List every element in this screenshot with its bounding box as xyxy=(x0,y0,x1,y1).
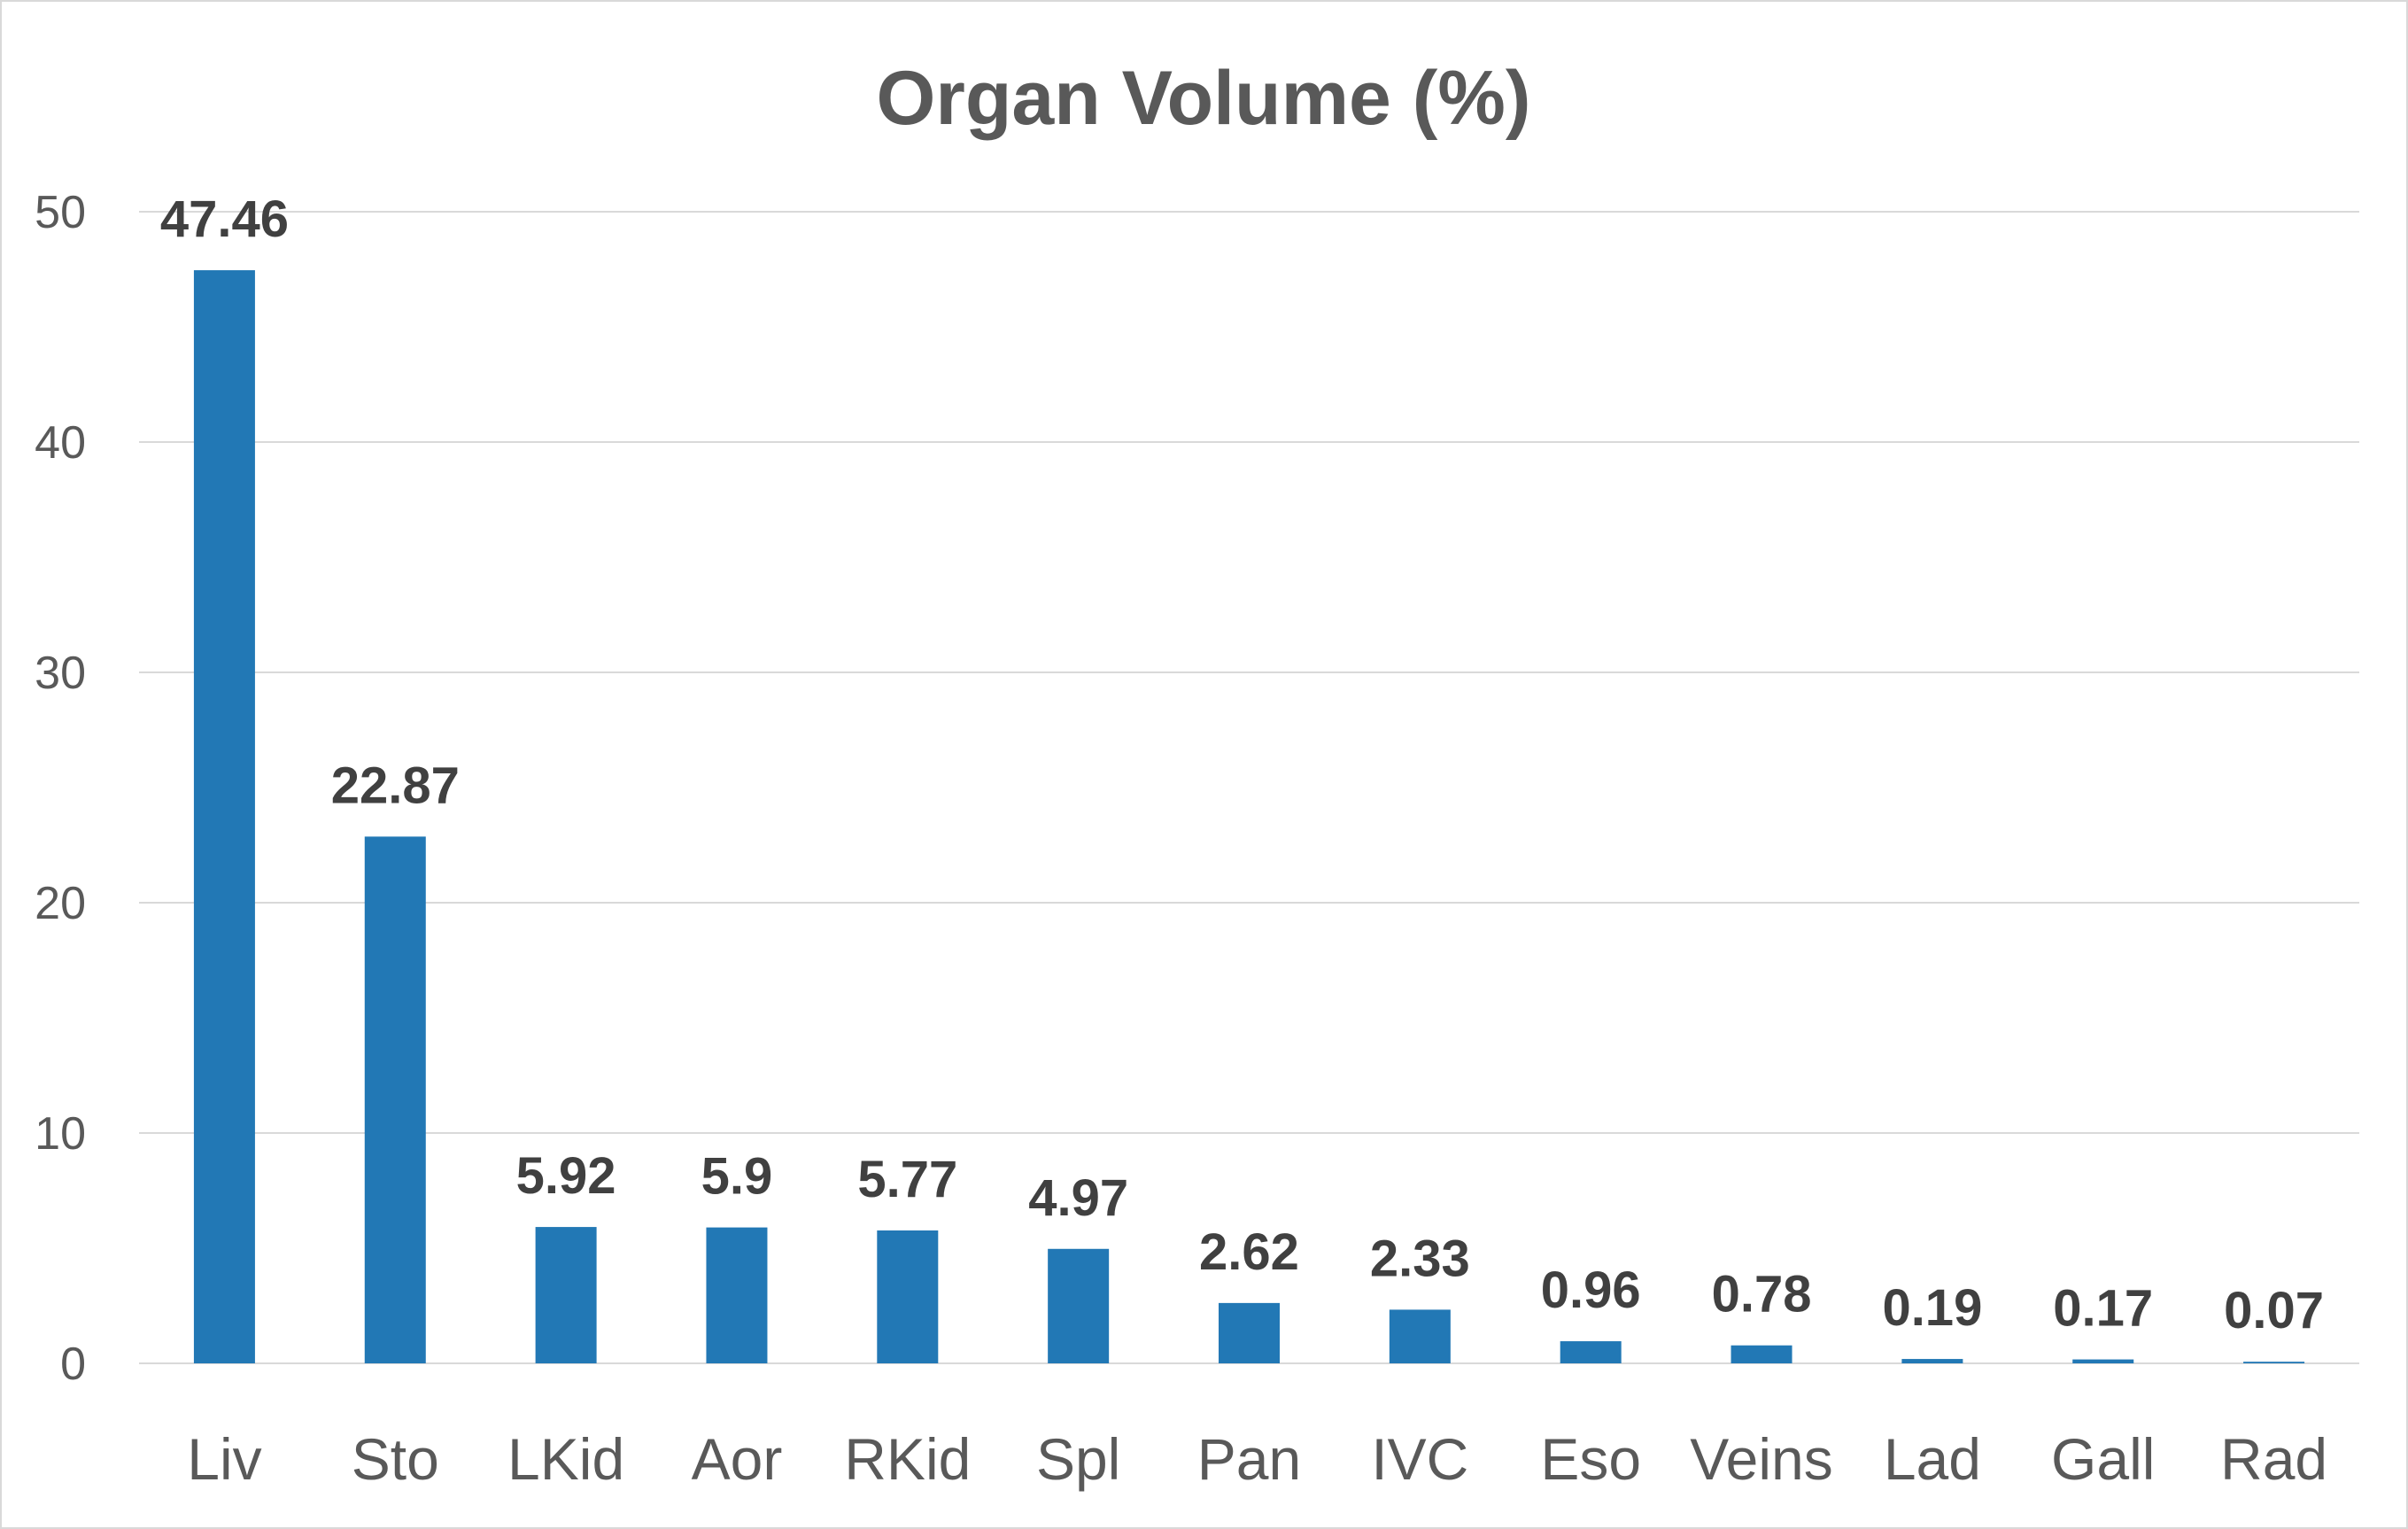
bar-ivc xyxy=(1389,1309,1451,1363)
bar-eso xyxy=(1560,1341,1622,1363)
data-label: 0.78 xyxy=(1712,1266,1812,1323)
y-axis-ticks: 0 10 20 30 40 50 xyxy=(35,187,86,1390)
bar-rad xyxy=(2243,1362,2305,1363)
bar-sto xyxy=(364,836,426,1363)
data-label: 0.19 xyxy=(1882,1279,1982,1337)
bar-rkid xyxy=(877,1230,939,1363)
data-label: 22.87 xyxy=(331,757,460,814)
x-category-label: Pan xyxy=(1197,1426,1301,1492)
data-label: 5.9 xyxy=(701,1148,773,1206)
x-category-label: Spl xyxy=(1036,1426,1120,1492)
data-label: 0.96 xyxy=(1541,1261,1641,1319)
x-category-label: Gall xyxy=(2051,1426,2155,1492)
x-category-label: Eso xyxy=(1540,1426,1641,1492)
y-tick-label: 30 xyxy=(35,648,86,699)
data-label: 2.33 xyxy=(1370,1230,1470,1287)
data-label: 0.17 xyxy=(2053,1280,2153,1338)
data-labels: 47.46 22.87 5.92 5.9 5.77 4.97 2.62 2.33 0.96 0.7… xyxy=(160,190,2324,1339)
chart-title: Organ Volume (%) xyxy=(876,56,1530,141)
bar-liv xyxy=(193,270,255,1363)
data-label: 5.92 xyxy=(516,1147,616,1205)
bar-veins xyxy=(1731,1345,1792,1363)
y-tick-label: 0 xyxy=(60,1339,86,1390)
bar-spl xyxy=(1048,1248,1110,1363)
y-tick-label: 20 xyxy=(35,878,86,929)
x-category-label: Liv xyxy=(187,1426,261,1492)
x-axis-categories: Liv Sto LKid Aor RKid Spl Pan IVC Eso Veins Lad Gal… xyxy=(187,1426,2327,1492)
y-tick-label: 40 xyxy=(35,417,86,469)
x-category-label: Aor xyxy=(692,1426,783,1492)
bars xyxy=(193,270,2305,1363)
x-category-label: RKid xyxy=(844,1426,971,1492)
data-label: 47.46 xyxy=(160,190,289,248)
data-label: 4.97 xyxy=(1028,1169,1128,1227)
bar-gall xyxy=(2072,1359,2134,1363)
bar-pan xyxy=(1219,1302,1280,1363)
data-label: 0.07 xyxy=(2224,1282,2324,1339)
data-label: 2.62 xyxy=(1199,1223,1299,1281)
x-category-label: Sto xyxy=(352,1426,439,1492)
x-category-label: Lad xyxy=(1884,1426,1981,1492)
x-category-label: Rad xyxy=(2220,1426,2327,1492)
y-tick-label: 50 xyxy=(35,187,86,238)
gridlines xyxy=(139,211,2359,1364)
y-tick-label: 10 xyxy=(35,1108,86,1160)
x-category-label: Veins xyxy=(1690,1426,1832,1492)
x-category-label: IVC xyxy=(1371,1426,1468,1492)
bar-lkid xyxy=(535,1227,597,1363)
bar-lad xyxy=(1901,1359,1963,1363)
bar-aor xyxy=(706,1227,768,1363)
x-category-label: LKid xyxy=(507,1426,624,1492)
data-label: 5.77 xyxy=(857,1151,957,1208)
